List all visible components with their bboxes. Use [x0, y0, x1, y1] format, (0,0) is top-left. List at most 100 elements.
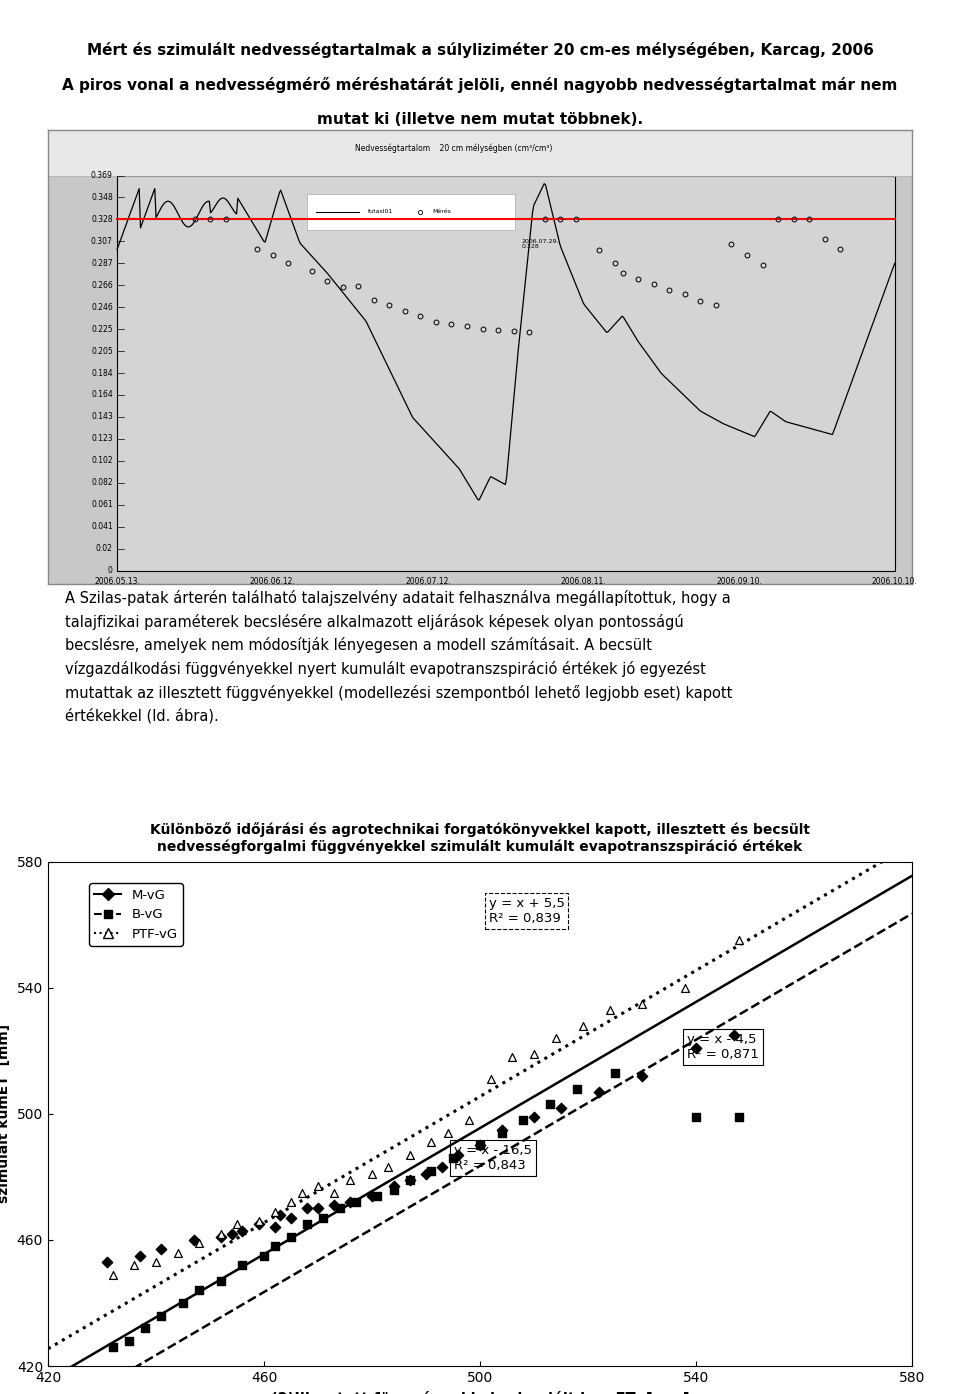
Point [575, 1015, 590, 1037]
Point [402, 1170, 418, 1192]
Point [343, 1170, 358, 1192]
Point [419, 1163, 434, 1185]
Point [229, 1213, 245, 1235]
Point [542, 1093, 558, 1115]
Point [635, 1065, 650, 1087]
Text: Mérés: Mérés [432, 209, 451, 215]
Text: 0.143: 0.143 [91, 413, 113, 421]
Point [154, 1238, 169, 1260]
Point [483, 1068, 498, 1090]
Point [283, 1190, 299, 1213]
Text: 0.205: 0.205 [91, 347, 113, 355]
Point [283, 1207, 299, 1230]
Text: 2006.05.13.: 2006.05.13. [94, 577, 140, 587]
Text: 2006.07.12.: 2006.07.12. [405, 577, 451, 587]
Point [569, 1078, 585, 1100]
Text: futasl01: futasl01 [368, 209, 393, 215]
Point [608, 1062, 623, 1085]
Text: Nedvességtartalom    20 cm mélységben (cm³/cm³): Nedvességtartalom 20 cm mélységben (cm³/… [355, 144, 553, 153]
Text: 0.266: 0.266 [91, 280, 113, 290]
Text: 2006.09.10.: 2006.09.10. [716, 577, 762, 587]
Point [235, 1255, 251, 1277]
Text: A Szilas-patak árterén található talajszelvény adatait felhasználva megállapítot: A Szilas-patak árterén található talajsz… [65, 590, 732, 723]
Point [213, 1270, 228, 1292]
Text: 0: 0 [108, 566, 113, 576]
Point [494, 1118, 510, 1140]
Point [137, 1317, 153, 1340]
Point [553, 1097, 568, 1119]
Point [192, 1232, 207, 1255]
Bar [48, 130, 912, 176]
Point [402, 1143, 418, 1165]
Bar [117, 176, 895, 570]
Point [423, 1160, 439, 1182]
Point [472, 1135, 488, 1157]
Legend: M-vG, B-vG, PTF-vG: M-vG, B-vG, PTF-vG [89, 884, 182, 947]
Point [121, 1330, 136, 1352]
Point [526, 1105, 541, 1128]
Point [213, 1223, 228, 1245]
Text: 0.328: 0.328 [91, 215, 113, 224]
Point [100, 1250, 115, 1273]
Text: 0.225: 0.225 [91, 325, 113, 333]
Point [213, 1225, 228, 1248]
Point [451, 1143, 467, 1165]
Point [688, 1037, 704, 1059]
Y-axis label: (1) Becsült függvényekkel
szimulált kumET  [mm]: (1) Becsült függvényekkel szimulált kumE… [0, 1012, 12, 1216]
Point [267, 1200, 282, 1223]
Point [300, 1213, 315, 1235]
Point [526, 1043, 541, 1065]
Point [326, 1182, 342, 1204]
Point [251, 1210, 266, 1232]
Text: 0.287: 0.287 [91, 259, 113, 268]
Point [343, 1190, 358, 1213]
Point [300, 1197, 315, 1220]
Point [132, 1245, 148, 1267]
Point [732, 1105, 747, 1128]
Title: Különböző időjárási és agrotechnikai forgatókönyvekkel kapott, illesztett és bec: Különböző időjárási és agrotechnikai for… [150, 822, 810, 853]
Point [332, 1197, 348, 1220]
Text: y = x + 5,5
R² = 0,839: y = x + 5,5 R² = 0,839 [489, 896, 564, 926]
Point [726, 1023, 741, 1046]
Bar [307, 194, 515, 230]
Point [256, 1245, 272, 1267]
Text: 0.082: 0.082 [91, 478, 113, 488]
Text: 0.123: 0.123 [91, 435, 113, 443]
Point [505, 1046, 520, 1068]
Point [176, 1292, 191, 1315]
Point [186, 1230, 202, 1252]
Text: 0.369: 0.369 [91, 171, 113, 180]
Point [170, 1242, 185, 1264]
Point [106, 1335, 121, 1358]
Text: 0.041: 0.041 [91, 523, 113, 531]
Point [494, 1122, 510, 1144]
Point [365, 1185, 380, 1207]
Point [148, 1250, 163, 1273]
Text: 0.164: 0.164 [91, 390, 113, 400]
Text: 0.102: 0.102 [91, 456, 113, 466]
Text: 0.061: 0.061 [91, 500, 113, 509]
Text: mutat ki (illetve nem mutat többnek).: mutat ki (illetve nem mutat többnek). [317, 113, 643, 127]
Point [602, 998, 617, 1020]
Point [316, 1207, 331, 1230]
Point [106, 1263, 121, 1285]
Point [688, 1105, 704, 1128]
Text: 0.246: 0.246 [91, 302, 113, 312]
Point [370, 1185, 385, 1207]
Point [402, 1170, 418, 1192]
Point [591, 1080, 607, 1103]
Point [310, 1197, 325, 1220]
Text: A piros vonal a nedvességmérő méréshatárát jelöli, ennél nagyobb nedvességtartal: A piros vonal a nedvességmérő méréshatár… [62, 77, 898, 93]
Point [192, 1280, 207, 1302]
Point [386, 1178, 401, 1200]
Text: 0.02: 0.02 [96, 544, 113, 553]
Point [154, 1305, 169, 1327]
Point [326, 1195, 342, 1217]
Point [472, 1135, 488, 1157]
Point [548, 1027, 564, 1050]
Text: y = x - 16,5
R² = 0,843: y = x - 16,5 R² = 0,843 [454, 1144, 532, 1172]
X-axis label: (2)Illesztett függvényekkel szimulált kumET  [mm]: (2)Illesztett függvényekkel szimulált ku… [271, 1391, 689, 1394]
Point [386, 1175, 401, 1197]
Point [445, 1147, 461, 1170]
Point [635, 993, 650, 1015]
